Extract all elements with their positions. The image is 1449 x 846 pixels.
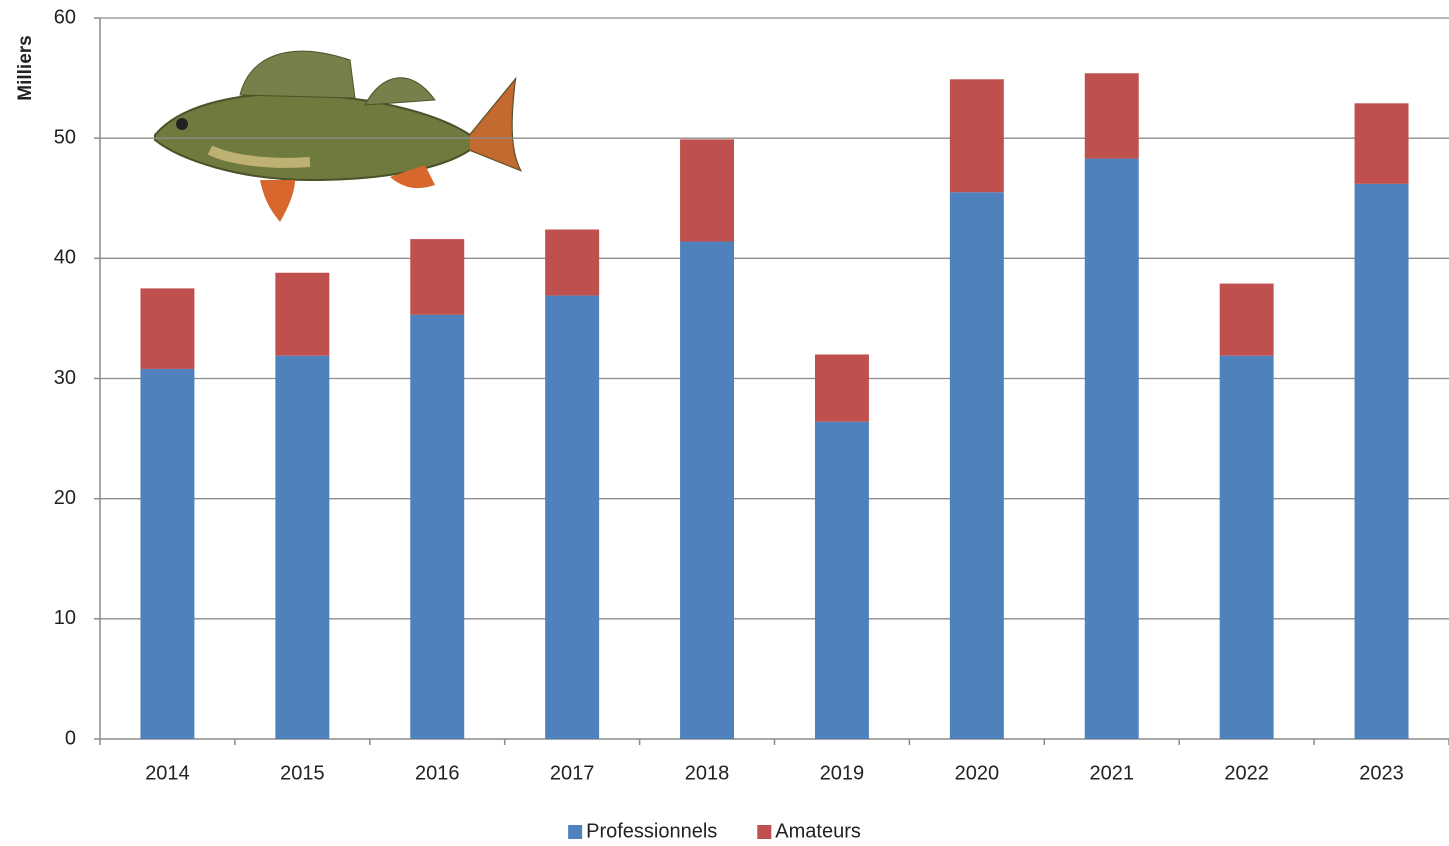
y-tick-label: 0: [65, 727, 76, 749]
bar-segment: [410, 239, 465, 315]
bar-segment: [410, 314, 465, 739]
bar-segment: [1084, 158, 1139, 740]
y-tick-label: 20: [54, 487, 76, 509]
x-tick-label: 2018: [685, 762, 730, 784]
fish-illustration: [154, 50, 523, 222]
y-axis-label: Milliers: [15, 35, 36, 100]
bar-segment: [1219, 283, 1274, 356]
y-tick-label: 30: [54, 367, 76, 389]
bar-segment: [1084, 73, 1139, 159]
legend-swatch: [568, 825, 583, 839]
y-tick-label: 50: [54, 126, 76, 148]
x-tick-label: 2022: [1224, 762, 1269, 784]
bar-segment: [545, 295, 600, 739]
x-tick-label: 2020: [955, 762, 1000, 784]
bar-segment: [949, 79, 1004, 193]
y-tick-label: 10: [54, 607, 76, 629]
legend-swatch: [757, 825, 772, 839]
legend-label: Amateurs: [775, 820, 861, 842]
bar-segment: [1354, 103, 1409, 184]
bar-segment: [275, 355, 330, 739]
x-tick-label: 2019: [820, 762, 865, 784]
x-tick-label: 2016: [415, 762, 460, 784]
bar-segment: [140, 368, 195, 739]
x-tick-label: 2014: [145, 762, 190, 784]
bar-segment: [814, 421, 869, 739]
y-tick-label: 60: [54, 6, 76, 28]
bar-segment: [949, 192, 1004, 739]
bar-segment: [680, 139, 735, 242]
bar-segment: [275, 272, 330, 356]
x-tick-label: 2021: [1090, 762, 1135, 784]
x-tick-label: 2017: [550, 762, 595, 784]
x-tick-label: 2015: [280, 762, 325, 784]
bar-segment: [1219, 355, 1274, 739]
bar-segment: [680, 241, 735, 739]
bar-segment: [545, 229, 600, 296]
bar-segment: [814, 354, 869, 422]
legend-label: Professionnels: [586, 820, 717, 842]
bar-segment: [1354, 183, 1409, 739]
x-tick-label: 2023: [1359, 762, 1404, 784]
y-tick-label: 40: [54, 247, 76, 269]
bar-segment: [140, 288, 195, 369]
